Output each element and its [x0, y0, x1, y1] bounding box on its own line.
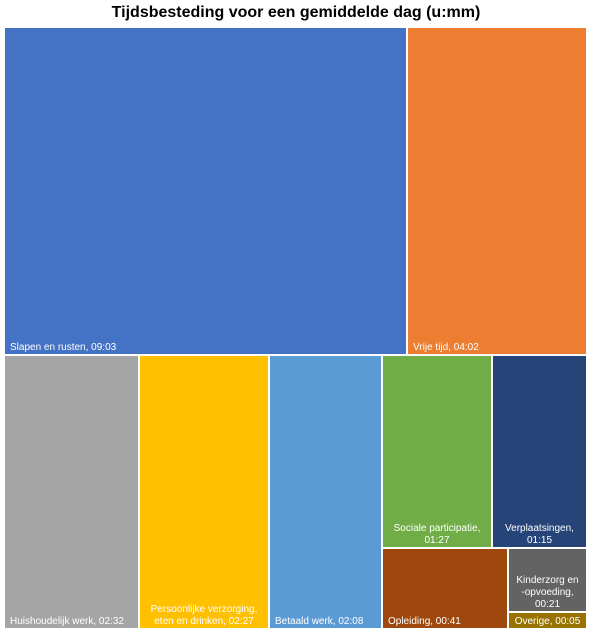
- tile-slapen-en-rusten: [5, 28, 406, 354]
- tile-label-persoonlijke-verzorging-eten-en-drinken: Persoonlijke verzorging, eten en drinken,…: [151, 604, 258, 627]
- tile-label-huishoudelijk-werk: Huishoudelijk werk, 02:32: [10, 616, 124, 627]
- tile-label-opleiding: Opleiding, 00:41: [388, 616, 461, 627]
- tile-opleiding: [383, 549, 507, 628]
- tile-persoonlijke-verzorging-eten-en-drinken: [140, 356, 268, 628]
- tile-vrije-tijd: [408, 28, 586, 354]
- chart-title: Tijdsbesteding voor een gemiddelde dag (…: [111, 4, 481, 21]
- tile-betaald-werk: [270, 356, 381, 628]
- tile-label-slapen-en-rusten: Slapen en rusten, 09:03: [10, 342, 117, 353]
- tile-verplaatsingen: [493, 356, 586, 547]
- tile-label-betaald-werk: Betaald werk, 02:08: [275, 616, 364, 627]
- tile-label-kinderzorg-en-opvoeding: Kinderzorg en -opvoeding, 00:21: [516, 575, 578, 610]
- tile-label-sociale-participatie: Sociale participatie, 01:27: [394, 523, 481, 546]
- tile-label-overige: Overige, 00:05: [515, 616, 581, 627]
- tile-kinderzorg-en-opvoeding: [509, 549, 586, 611]
- tile-label-vrije-tijd: Vrije tijd, 04:02: [413, 342, 479, 353]
- tile-label-verplaatsingen: Verplaatsingen, 01:15: [505, 523, 574, 546]
- tile-overige: [509, 613, 586, 628]
- tile-huishoudelijk-werk: [5, 356, 138, 628]
- tile-sociale-participatie: [383, 356, 491, 547]
